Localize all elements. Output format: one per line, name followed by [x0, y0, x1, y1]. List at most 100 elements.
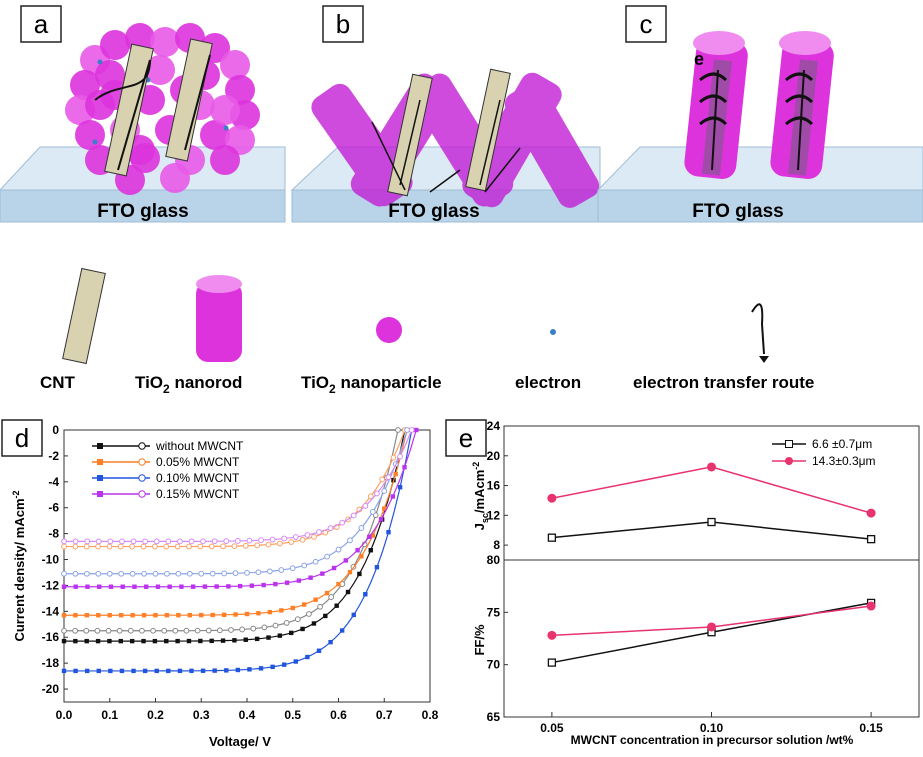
- jv-marker: [289, 630, 294, 636]
- jv-y-tick-label: -18: [42, 656, 60, 670]
- nanoparticle: [100, 30, 130, 60]
- jv-marker: [97, 584, 102, 589]
- jv-marker: [250, 625, 257, 632]
- jv-marker: [73, 638, 78, 644]
- e-marker-circle: [707, 462, 716, 472]
- jv-legend-marker-open: [138, 458, 146, 466]
- jv-marker: [312, 558, 319, 565]
- jv-marker: [270, 664, 275, 670]
- jv-marker: [167, 584, 172, 589]
- panel-label-a-box: [20, 5, 62, 43]
- jv-marker: [316, 648, 322, 653]
- electron-label-c: e: [694, 49, 704, 69]
- jv-marker: [258, 537, 264, 544]
- jv-marker: [106, 570, 113, 577]
- e-marker-square: [707, 517, 716, 527]
- jv-marker: [293, 659, 298, 664]
- jv-marker: [211, 538, 218, 545]
- jv-marker: [328, 639, 333, 645]
- electron-dot: [97, 59, 103, 65]
- jv-marker: [265, 541, 272, 548]
- jv-marker: [183, 627, 190, 634]
- jv-marker: [61, 627, 67, 634]
- jv-marker: [345, 589, 351, 595]
- jv-axis-ticks: 0.0 0.1 0.2 0.3 0.4 0.5 0.6 0.7 0.8 0 -2 -4 -6 -8 -10 -…: [42, 423, 439, 722]
- cnt-a-2: [165, 38, 213, 162]
- legend-nanorod: TiO2 nanorod: [135, 373, 242, 396]
- panel-d: 0.0 0.1 0.2 0.3 0.4 0.5 0.6 0.7 0.8 0 -2 -4 -6 -8 -10 -…: [1, 419, 439, 749]
- jv-marker: [335, 546, 342, 553]
- jv-marker: [390, 494, 395, 499]
- route-b-4: [479, 99, 501, 186]
- jv-marker: [105, 627, 112, 634]
- jv-y-tick-label: -8: [48, 527, 59, 541]
- jv-marker: [284, 580, 290, 585]
- e-marker-circle: [547, 630, 557, 640]
- jv-marker: [357, 571, 362, 577]
- jv-marker: [276, 540, 283, 547]
- route-arrows-b: [371, 99, 521, 193]
- electron-dot: [223, 125, 229, 131]
- fto-label-a: FTO glass: [97, 201, 189, 222]
- jv-legend-label: without MWCNT: [155, 439, 244, 453]
- jv-marker: [304, 532, 311, 538]
- jv-marker: [139, 627, 145, 634]
- jv-marker: [382, 506, 387, 511]
- jv-legend-marker-filled: [97, 491, 103, 497]
- jv-legend-label: 0.05% MWCNT: [156, 455, 240, 469]
- e-series: [547, 462, 876, 667]
- jv-x-tick-label: 0.1: [101, 708, 118, 722]
- jv-marker: [61, 668, 67, 674]
- jv-marker: [142, 668, 148, 674]
- jv-legend-marker-open: [138, 474, 146, 482]
- jv-marker: [175, 638, 180, 644]
- panel-c: e c FTO glass: [596, 5, 923, 223]
- jv-marker: [161, 627, 168, 634]
- jv-marker: [311, 621, 317, 626]
- jv-y-tick-label: 0: [52, 423, 59, 437]
- jv-marker: [278, 567, 285, 573]
- e-y-tick-label: 70: [487, 658, 501, 672]
- jv-marker: [224, 668, 229, 673]
- jv-marker: [189, 668, 194, 674]
- jv-marker: [378, 517, 384, 522]
- fto-label-c: FTO glass: [692, 201, 784, 222]
- jv-y-tick-label: -14: [42, 604, 60, 618]
- jv-marker: [320, 571, 325, 576]
- jv-marker: [72, 543, 79, 550]
- jv-marker: [188, 538, 195, 545]
- jv-marker: [163, 543, 170, 550]
- jv-marker: [176, 612, 181, 618]
- jv-x-tick-label: 0.7: [376, 708, 393, 722]
- jsc-plot-area: [503, 425, 920, 561]
- jv-marker: [106, 543, 113, 550]
- jv-marker: [166, 668, 171, 674]
- jv-marker: [151, 543, 158, 550]
- jv-legend: without MWCNT 0.05% MWCNT 0.10% MWCNT 0.15%…: [92, 439, 244, 501]
- jv-marker: [331, 565, 337, 571]
- jv-marker: [379, 476, 386, 483]
- jv-marker: [72, 538, 79, 545]
- jv-marker: [154, 668, 159, 674]
- jv-marker: [95, 538, 102, 545]
- jv-marker: [199, 612, 204, 618]
- jv-marker: [73, 613, 78, 618]
- jv-marker: [155, 584, 161, 589]
- jv-x-tick-label: 0.8: [422, 708, 439, 722]
- jv-marker: [96, 668, 101, 674]
- e-xlabel: MWCNT concentration in precursor solutio…: [571, 733, 854, 747]
- jv-marker: [289, 565, 296, 572]
- jv-marker: [336, 581, 341, 587]
- jv-marker: [129, 638, 135, 644]
- electron-icon: [550, 329, 556, 335]
- e-marker-circle: [707, 622, 716, 632]
- jv-marker: [118, 570, 125, 577]
- jv-xlabel: Voltage/ V: [209, 734, 271, 749]
- jv-marker: [202, 584, 208, 589]
- panel-label-c: c: [640, 9, 653, 39]
- jv-marker: [129, 543, 136, 550]
- nanoparticle: [220, 50, 250, 80]
- jv-marker: [244, 611, 250, 617]
- nanoparticle: [75, 120, 105, 150]
- jv-marker: [107, 538, 114, 545]
